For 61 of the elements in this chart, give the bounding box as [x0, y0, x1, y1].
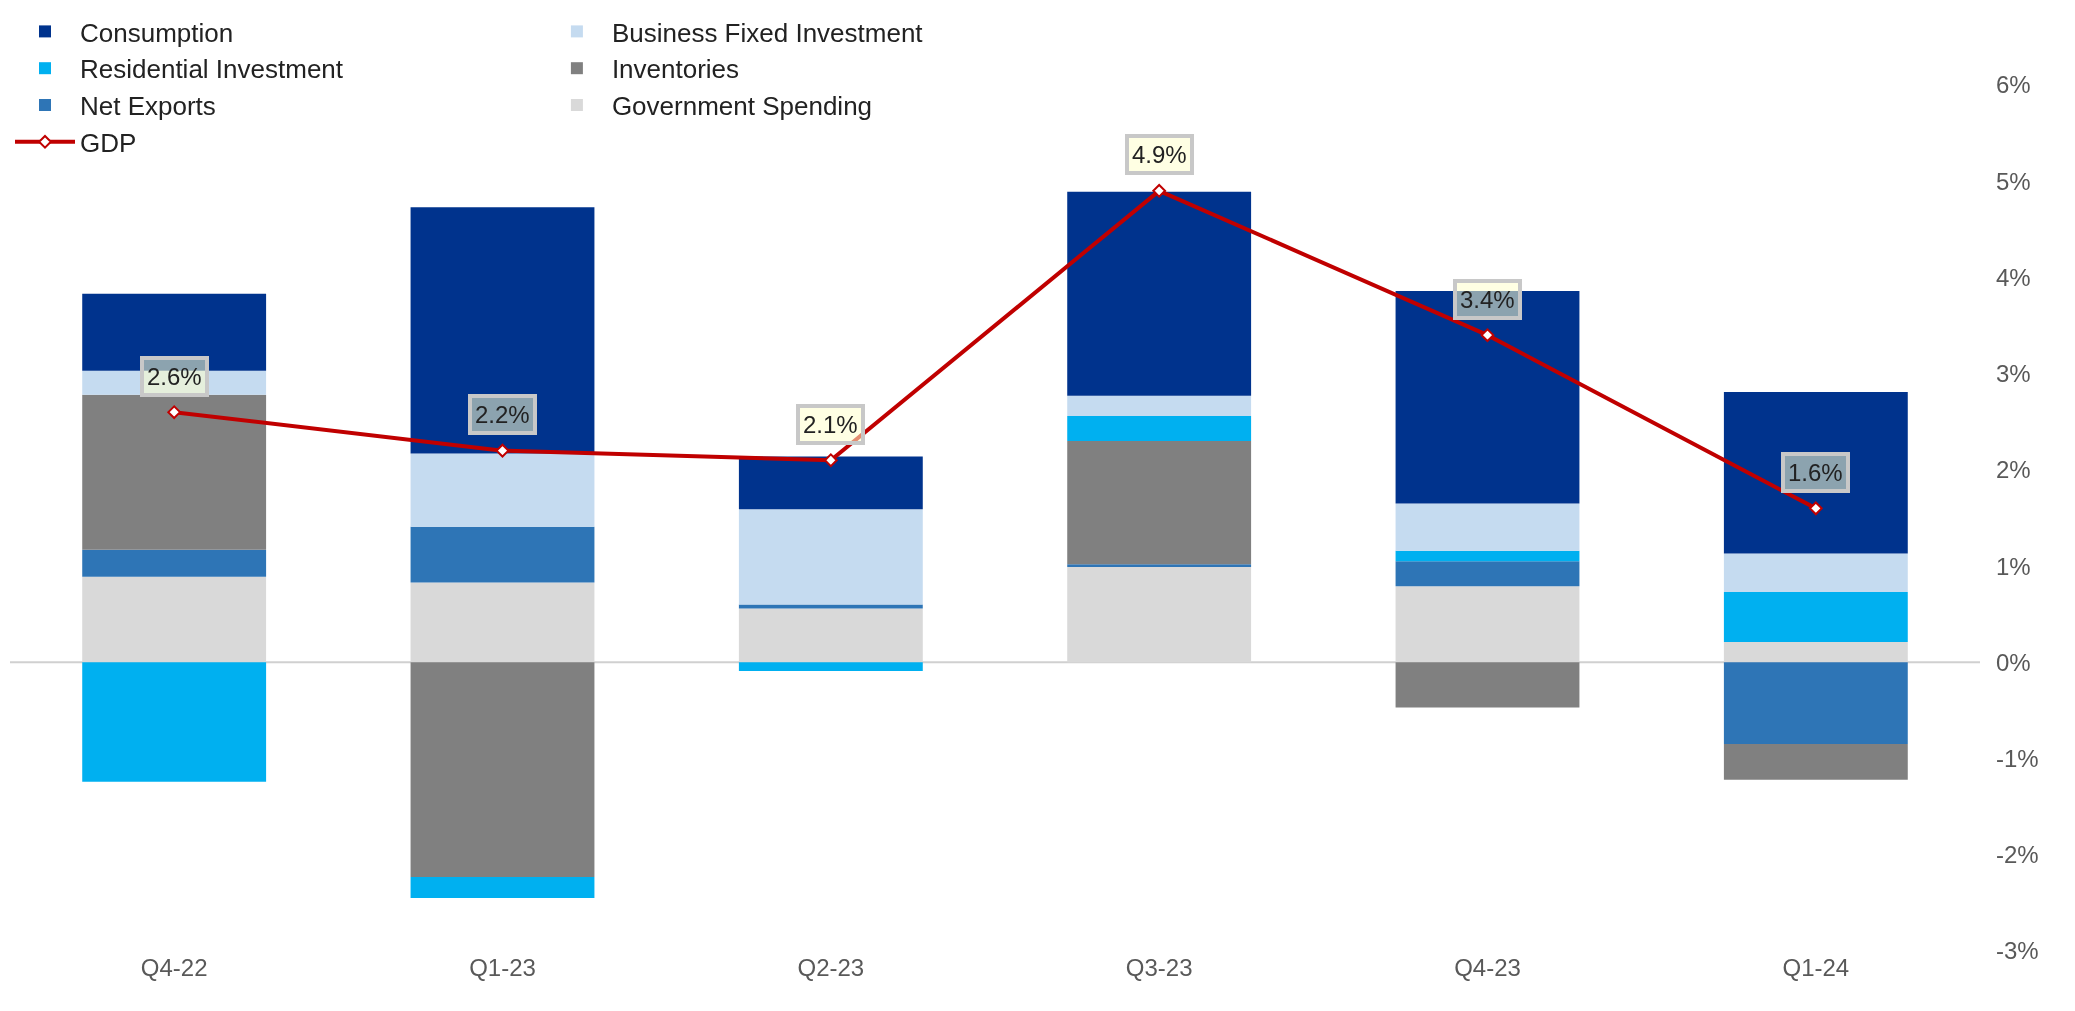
legend-label: Government Spending: [611, 91, 873, 122]
y-tick-label: -2%: [1996, 841, 2039, 869]
bar: [82, 394, 267, 550]
point: [1152, 183, 1167, 198]
data-label: 2.6%: [147, 363, 202, 390]
y-tick-label: 5%: [1996, 167, 2031, 195]
bar: [410, 876, 595, 899]
bar: [1395, 503, 1580, 551]
bar: [410, 526, 595, 583]
bar: [1723, 592, 1908, 643]
bar: [1395, 662, 1580, 708]
y-tick-label: 3%: [1996, 360, 2031, 388]
bar: [1723, 391, 1908, 554]
bar: [82, 549, 267, 577]
bar: [1723, 553, 1908, 593]
legend-label: Inventories: [611, 54, 740, 85]
bar: [1067, 415, 1252, 442]
y-tick-label: 6%: [1996, 71, 2031, 99]
point: [1808, 501, 1823, 516]
point: [823, 453, 838, 468]
bar: [410, 207, 595, 454]
y-tick-label: -1%: [1996, 744, 2039, 772]
bar: [738, 456, 923, 510]
bar: [410, 662, 595, 877]
y-tick-label: -3%: [1996, 937, 2039, 965]
x-tick-label: Q1-23: [469, 954, 536, 981]
bar: [1067, 395, 1252, 416]
x-tick-label: Q1-24: [1782, 954, 1850, 981]
data-label: 2.2%: [475, 401, 530, 428]
bar: [1723, 744, 1908, 780]
bar: [738, 509, 923, 605]
y-tick-label: 4%: [1996, 263, 2031, 291]
point: [167, 405, 182, 419]
y-tick-label: 1%: [1996, 552, 2031, 580]
bar: [1067, 564, 1252, 568]
x-tick-label: Q4-22: [140, 954, 208, 981]
y-tick-label: 2%: [1996, 456, 2031, 484]
legend-label: Residential Investment: [80, 54, 344, 85]
data-label: 1.6%: [1788, 459, 1843, 486]
bar: [1067, 441, 1252, 565]
x-tick-label: Q3-23: [1125, 954, 1193, 981]
x-tick-label: Q4-23: [1454, 954, 1521, 981]
legend-label: Consumption: [80, 17, 234, 48]
point: [1480, 328, 1495, 343]
bar: [82, 662, 267, 782]
y-tick-label: 0%: [1996, 648, 2031, 676]
data-label: 3.4%: [1460, 286, 1515, 313]
x-tick-label: Q2-23: [797, 954, 865, 981]
bar: [410, 453, 595, 527]
legend-label: GDP: [80, 127, 137, 158]
point: [495, 443, 510, 458]
bar: [1395, 561, 1580, 587]
legend-label: Net Exports: [80, 91, 216, 122]
bar: [1723, 662, 1908, 745]
bar: [738, 662, 923, 671]
bar: [1395, 550, 1580, 562]
bar: [1395, 290, 1580, 504]
legend-label: Business Fixed Investment: [611, 17, 924, 48]
data-label: 2.1%: [803, 411, 858, 438]
bar: [1067, 191, 1252, 396]
data-label: 4.9%: [1132, 141, 1187, 168]
